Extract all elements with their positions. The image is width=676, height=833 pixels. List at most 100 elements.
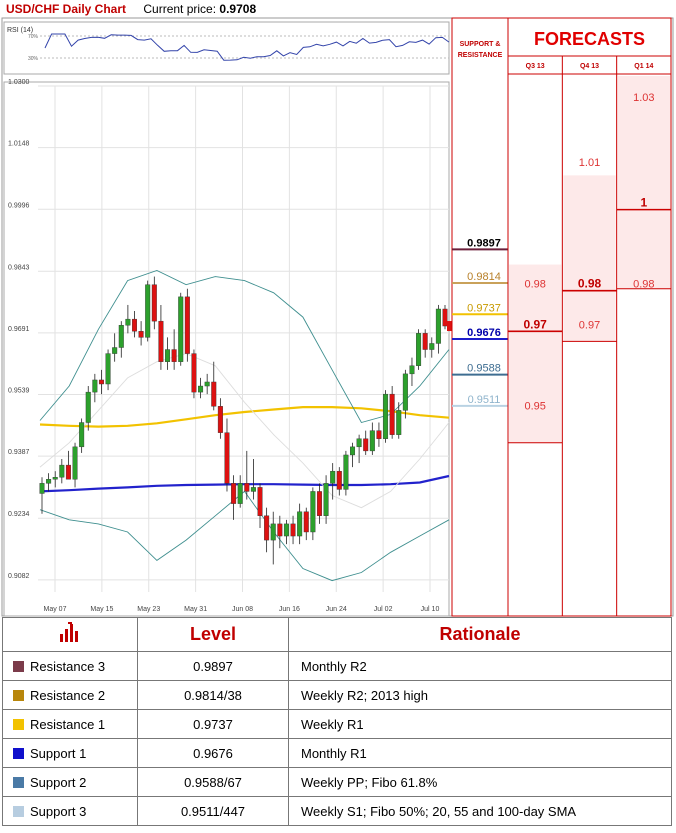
candle [184, 296, 190, 354]
level-value: 0.9511/447 [137, 796, 289, 826]
forecast-value: 0.98 [578, 277, 602, 291]
forecast-range-box [509, 264, 562, 443]
candle [416, 333, 422, 366]
candle [224, 432, 230, 484]
level-rationale: Weekly R2; 2013 high [288, 680, 672, 710]
level-color-swatch [13, 805, 24, 817]
price-tick-label: 0.9082 [8, 573, 30, 580]
forecast-column-label: Q4 13 [580, 63, 599, 70]
date-tick-label: May 15 [90, 606, 113, 613]
level-rationale: Monthly R1 [288, 738, 672, 768]
candle [422, 333, 428, 350]
candle [112, 347, 118, 354]
candle [125, 318, 131, 326]
forecast-value: 1.03 [633, 92, 654, 104]
candle [151, 284, 157, 322]
level-rationale: Weekly R1 [288, 709, 672, 739]
candle [217, 406, 223, 433]
candle [257, 487, 263, 516]
candle [402, 373, 408, 411]
candle [204, 381, 210, 387]
forecast-range-box [563, 175, 616, 342]
indicator-line [39, 406, 450, 428]
current-price-marker [447, 321, 453, 332]
candle [270, 523, 276, 541]
level-name: Support 2 [30, 774, 87, 790]
candle [429, 343, 435, 350]
sr-level-label: 0.9676 [467, 327, 501, 339]
level-color-swatch [13, 689, 24, 701]
level-name-cell: Support 2 [2, 767, 138, 797]
sr-header-line1: SUPPORT & [460, 41, 501, 48]
candle [369, 430, 375, 452]
level-name-cell: Resistance 3 [2, 651, 138, 681]
candle [191, 353, 197, 393]
candle [59, 464, 65, 478]
candle [198, 385, 204, 393]
candle [297, 511, 303, 537]
candle [65, 464, 71, 480]
table-body: Resistance 3 0.9897 Monthly R2 Resistance 2… [2, 651, 672, 826]
candle [303, 511, 309, 533]
candle [131, 318, 137, 332]
bar-chart-icon [60, 622, 78, 642]
date-tick-label: May 07 [44, 606, 67, 613]
date-tick-label: May 23 [137, 606, 160, 613]
support-resistance-table: Level Rationale Resistance 3 0.9897 Monthl… [2, 617, 672, 826]
candle [283, 523, 289, 537]
date-tick-label: Jul 02 [374, 606, 393, 613]
candle [118, 325, 124, 348]
candle [145, 284, 151, 338]
table-header-row: Level Rationale [2, 617, 672, 652]
level-rationale: Weekly PP; Fibo 61.8% [288, 767, 672, 797]
candle [343, 454, 349, 490]
price-tick-label: 0.9387 [8, 449, 30, 456]
candle [316, 491, 322, 516]
candle [442, 308, 448, 327]
forecast-value: 1 [640, 196, 647, 210]
table-row: Support 1 0.9676 Monthly R1 [2, 738, 672, 768]
candle [244, 483, 250, 492]
candle [105, 353, 111, 385]
candle [323, 483, 329, 516]
level-name: Resistance 2 [30, 687, 106, 703]
sr-level-label: 0.9897 [467, 237, 501, 249]
candle [39, 483, 45, 494]
date-tick-label: Jun 16 [279, 606, 300, 613]
sr-column [451, 17, 509, 617]
indicator-line [39, 353, 450, 509]
forecast-value: 0.98 [524, 279, 545, 291]
candle [383, 393, 389, 439]
price-tick-label: 0.9234 [8, 511, 30, 518]
date-tick-label: May 31 [184, 606, 207, 613]
level-name: Resistance 3 [30, 658, 106, 674]
level-name: Resistance 1 [30, 716, 106, 732]
current-price-label: Current price: [143, 2, 217, 16]
candle [72, 446, 78, 480]
level-name-cell: Resistance 1 [2, 709, 138, 739]
price-tick-label: 1.0148 [8, 141, 30, 148]
level-rationale: Weekly S1; Fibo 50%; 20, 55 and 100-day … [288, 796, 672, 826]
date-tick-label: Jun 08 [232, 606, 253, 613]
table-row: Resistance 1 0.9737 Weekly R1 [2, 709, 672, 739]
candle [356, 438, 362, 448]
candle [310, 491, 316, 533]
price-tick-label: 0.9996 [8, 202, 30, 209]
level-name-cell: Support 1 [2, 738, 138, 768]
forecasts-title: FORECASTS [534, 29, 645, 49]
sr-header-line2: RESISTANCE [458, 52, 503, 59]
candle [396, 410, 402, 435]
candle [46, 479, 52, 484]
level-header: Level [137, 617, 289, 652]
level-name-cell: Support 3 [2, 796, 138, 826]
candle [211, 381, 217, 407]
sr-level-label: 0.9737 [467, 302, 501, 314]
level-name: Support 1 [30, 745, 87, 761]
candle [350, 446, 356, 456]
rsi-line [44, 33, 450, 61]
price-panel [3, 81, 450, 617]
forecast-column-label: Q1 14 [634, 63, 653, 70]
candle [389, 393, 395, 435]
current-price-value: 0.9708 [219, 2, 257, 16]
candle [92, 379, 98, 393]
